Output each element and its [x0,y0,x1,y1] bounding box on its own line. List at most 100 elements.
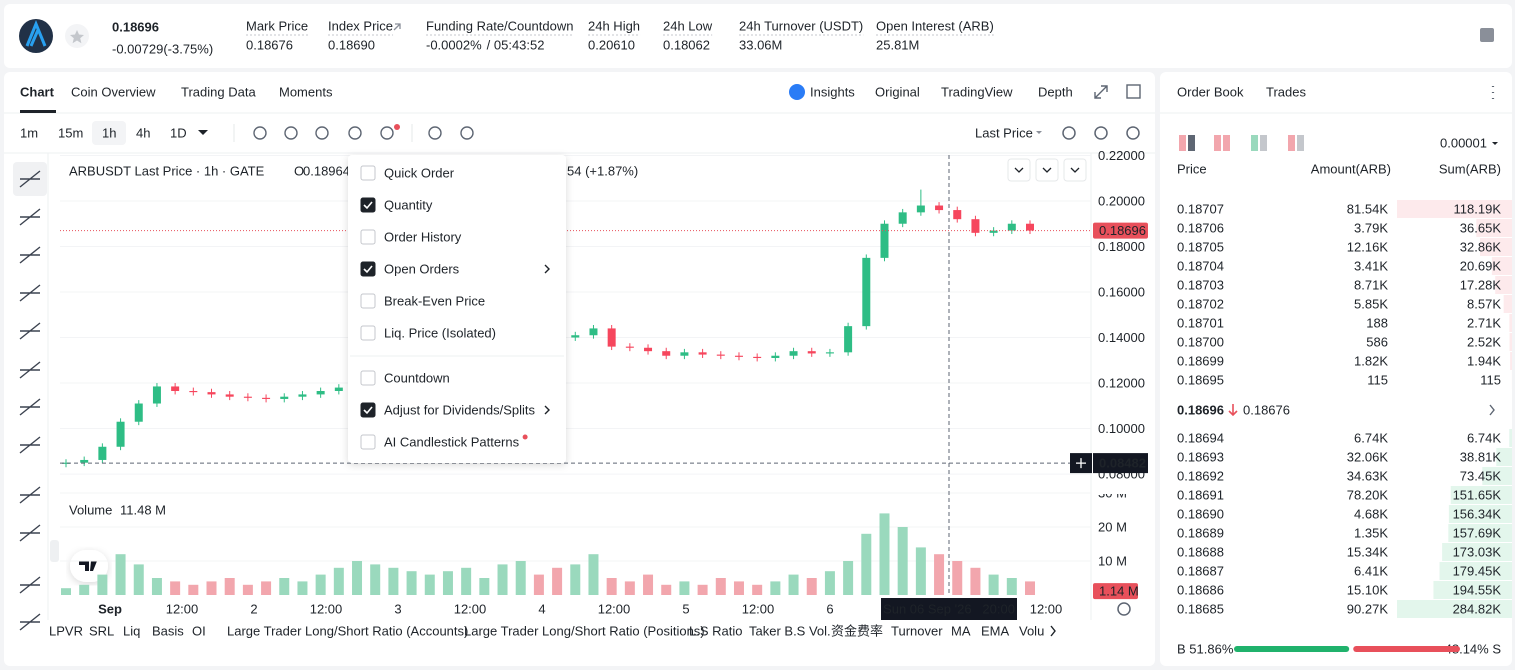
drawing-tool[interactable] [19,436,41,454]
axis-settings[interactable] [1117,602,1131,616]
toolbar-icon[interactable] [460,126,474,140]
checkbox[interactable] [360,370,376,386]
checkbox[interactable] [360,165,376,181]
toolbar-icon[interactable] [284,126,298,140]
checkbox[interactable] [360,197,376,213]
price-cell[interactable]: 0.18685 [1177,602,1224,617]
indicator[interactable]: SRL [89,624,114,639]
drawing-tool[interactable] [19,486,41,504]
drawing-tool[interactable] [19,361,41,379]
toolbar-icon[interactable] [1094,126,1108,140]
price-cell[interactable]: 0.18702 [1177,297,1224,312]
toolbar-icon[interactable] [380,126,394,140]
indicator[interactable]: Turnover [891,624,943,639]
price-cell[interactable]: 0.18690 [1177,507,1224,522]
menu-item[interactable]: Break-Even Price [384,294,485,309]
indicator[interactable]: Basis [152,624,184,639]
indicator[interactable]: Taker B.S Vol. [749,624,831,639]
drawing-tool[interactable] [19,322,41,340]
price-cell[interactable]: 0.18694 [1177,431,1224,446]
chart-button[interactable] [1007,158,1031,182]
view-tab[interactable]: Insights [810,85,855,100]
price-cell[interactable]: 0.18705 [1177,240,1224,255]
interval[interactable]: 4h [136,126,150,141]
drawing-tool[interactable] [19,398,41,416]
price-cell[interactable]: 0.18699 [1177,354,1224,369]
scroll-right[interactable] [1050,625,1056,637]
price-cell[interactable]: 0.18703 [1177,278,1224,293]
drawing-tool[interactable] [19,576,41,594]
drawing-tool[interactable] [19,284,41,302]
menu-item[interactable]: Quick Order [384,166,455,181]
menu-item[interactable]: Quantity [384,198,433,213]
menu-item[interactable]: Countdown [384,371,450,386]
price-source[interactable]: Last Price [975,126,1033,141]
layout-icon[interactable] [1288,135,1295,151]
chart-button[interactable] [1063,158,1087,182]
toolbar-icon[interactable] [253,126,267,140]
price-cell[interactable]: 0.18693 [1177,450,1224,465]
window-icon[interactable] [1126,84,1141,99]
interval[interactable]: 1m [20,126,38,141]
tab[interactable]: Trading Data [181,85,256,100]
layout-icon[interactable] [1223,135,1230,151]
orderbook-tab[interactable]: Order Book [1177,85,1244,100]
interval[interactable]: 1h [102,126,116,141]
drawing-tool[interactable] [19,524,41,542]
indicator[interactable]: EMA [981,624,1010,639]
menu-item[interactable]: Open Orders [384,262,460,277]
indicator[interactable]: Liq [123,624,140,639]
checkbox[interactable] [360,402,376,418]
precision[interactable]: 0.00001 [1440,136,1487,151]
price-cell[interactable]: 0.18704 [1177,259,1224,274]
layout-icon[interactable] [1260,135,1267,151]
layout-icon[interactable] [1251,135,1258,151]
expand-icon[interactable] [1094,85,1108,99]
layout-icon[interactable] [1179,135,1186,151]
view-tab[interactable]: Original [875,85,920,100]
toolbar-icon[interactable] [315,126,329,140]
layout-icon[interactable] [1214,135,1221,151]
price-cell[interactable]: 0.18689 [1177,526,1224,541]
orderbook-tab[interactable]: Trades [1266,85,1306,100]
toolbar-icon[interactable] [1062,126,1076,140]
tab[interactable]: Coin Overview [71,85,156,100]
price-cell[interactable]: 0.18688 [1177,545,1224,560]
checkbox[interactable] [360,261,376,277]
tab[interactable]: Moments [279,85,333,100]
view-tab[interactable]: TradingView [941,85,1013,100]
drawing-tool[interactable] [19,208,41,226]
price-cell[interactable]: 0.18695 [1177,373,1224,388]
interval[interactable]: 15m [58,126,83,141]
notes-icon[interactable] [1480,28,1494,42]
tab[interactable]: Chart [20,85,55,100]
price-cell[interactable]: 0.18700 [1177,335,1224,350]
view-tab[interactable]: Depth [1038,85,1073,100]
checkbox[interactable] [360,325,376,341]
chart-button[interactable] [1035,158,1059,182]
toolbar-icon[interactable] [1126,126,1140,140]
checkbox[interactable] [360,229,376,245]
toolbar-icon[interactable] [428,126,442,140]
indicator[interactable]: L.S Ratio [689,624,742,639]
price-cell[interactable]: 0.18706 [1177,221,1224,236]
indicator[interactable]: Large Trader Long/Short Ratio (Positions… [464,624,705,639]
menu-item[interactable]: AI Candlestick Patterns [384,435,520,450]
indicator[interactable]: Large Trader Long/Short Ratio (Accounts) [227,624,468,639]
menu-item[interactable]: Order History [384,230,462,245]
drawing-tool[interactable] [19,613,41,631]
toolbar-icon[interactable] [348,126,362,140]
layout-icon[interactable] [1188,135,1195,151]
layout-icon[interactable] [1297,135,1304,151]
indicator[interactable]: OI [192,624,206,639]
chevron[interactable] [1489,404,1495,416]
price-cell[interactable]: 0.18687 [1177,564,1224,579]
price-cell[interactable]: 0.18686 [1177,583,1224,598]
price-cell[interactable]: 0.18707 [1177,202,1224,217]
price-cell[interactable]: 0.18691 [1177,488,1224,503]
price-cell[interactable]: 0.18701 [1177,316,1224,331]
indicator[interactable]: LPVR [49,624,83,639]
checkbox[interactable] [360,293,376,309]
indicator[interactable]: Volu [1019,624,1044,639]
interval[interactable]: 1D [170,126,187,141]
